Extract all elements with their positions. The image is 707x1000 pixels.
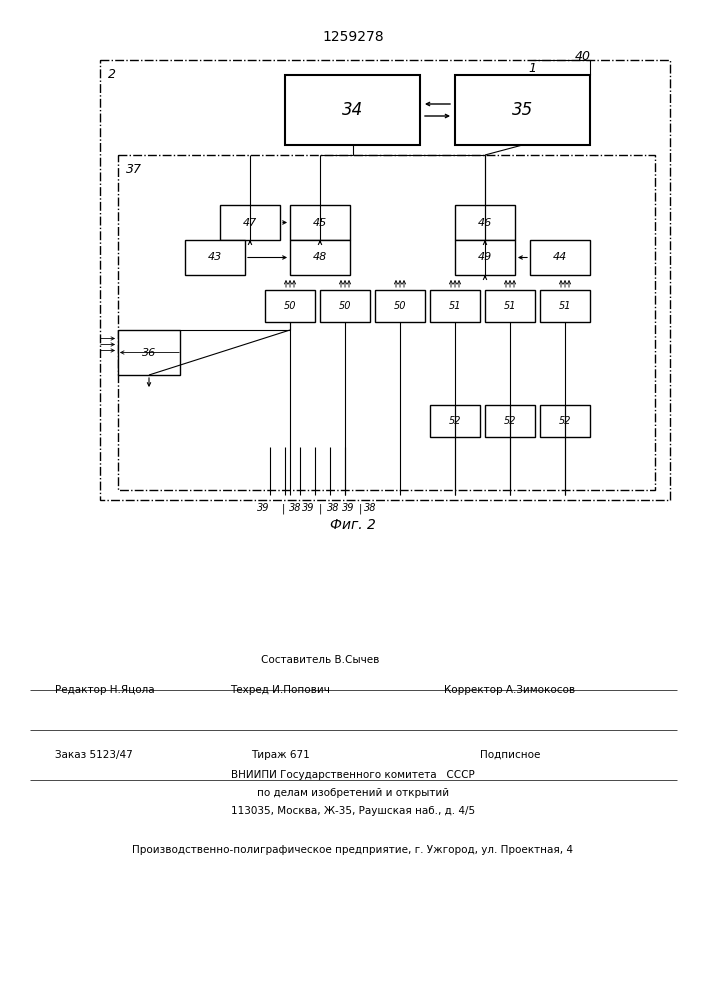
Text: 46: 46 [478, 218, 492, 228]
Bar [485, 290, 535, 322]
Bar [265, 290, 315, 322]
Text: по делам изобретений и открытий: по делам изобретений и открытий [257, 788, 449, 798]
Text: 49: 49 [478, 252, 492, 262]
Bar [118, 155, 655, 490]
Bar [430, 405, 480, 437]
Text: 113035, Москва, Ж-35, Раушская наб., д. 4/5: 113035, Москва, Ж-35, Раушская наб., д. … [231, 806, 475, 816]
Bar [285, 75, 420, 145]
Text: 40: 40 [575, 50, 591, 63]
Text: |: | [358, 503, 361, 514]
Text: 37: 37 [126, 163, 142, 176]
Bar [455, 240, 515, 275]
Text: 48: 48 [313, 252, 327, 262]
Text: 34: 34 [342, 101, 363, 119]
Text: 36: 36 [142, 348, 156, 358]
Text: 39: 39 [302, 503, 314, 513]
Text: 39: 39 [257, 503, 269, 513]
Text: 38: 38 [327, 503, 339, 513]
Text: Фиг. 2: Фиг. 2 [330, 518, 376, 532]
Text: Техред И.Попович: Техред И.Попович [230, 685, 330, 695]
Bar [290, 240, 350, 275]
Bar [540, 405, 590, 437]
Text: 1: 1 [528, 62, 536, 75]
Text: Тираж 671: Тираж 671 [250, 750, 310, 760]
Bar [185, 240, 245, 275]
Text: 35: 35 [512, 101, 533, 119]
Bar [540, 290, 590, 322]
Text: Производственно-полиграфическое предприятие, г. Ужгород, ул. Проектная, 4: Производственно-полиграфическое предприя… [132, 845, 573, 855]
Text: Заказ 5123/47: Заказ 5123/47 [55, 750, 133, 760]
Text: 38: 38 [288, 503, 301, 513]
Text: ВНИИПИ Государственного комитета   СССР: ВНИИПИ Государственного комитета СССР [231, 770, 475, 780]
Text: 52: 52 [559, 416, 571, 426]
Bar [455, 75, 590, 145]
Text: Редактор Н.Яцола: Редактор Н.Яцола [55, 685, 155, 695]
Bar [485, 405, 535, 437]
Bar [220, 205, 280, 240]
Text: 45: 45 [313, 218, 327, 228]
Text: Корректор А.Зимокосов: Корректор А.Зимокосов [445, 685, 575, 695]
Text: 44: 44 [553, 252, 567, 262]
Bar [455, 205, 515, 240]
Text: 50: 50 [284, 301, 296, 311]
Text: 51: 51 [504, 301, 516, 311]
Text: Составитель В.Сычев: Составитель В.Сычев [261, 655, 379, 665]
Bar [375, 290, 425, 322]
Bar [100, 60, 670, 500]
Text: 2: 2 [108, 68, 116, 81]
Text: Подписное: Подписное [480, 750, 540, 760]
Bar [320, 290, 370, 322]
Text: 47: 47 [243, 218, 257, 228]
Text: 51: 51 [559, 301, 571, 311]
Text: 38: 38 [363, 503, 376, 513]
Bar [530, 240, 590, 275]
Text: 1259278: 1259278 [322, 30, 384, 44]
Text: 51: 51 [449, 301, 461, 311]
Text: 52: 52 [449, 416, 461, 426]
Text: |: | [281, 503, 285, 514]
Text: 50: 50 [339, 301, 351, 311]
Text: 52: 52 [504, 416, 516, 426]
Text: 43: 43 [208, 252, 222, 262]
Text: 50: 50 [394, 301, 407, 311]
Text: |: | [318, 503, 322, 514]
Bar [430, 290, 480, 322]
Bar [290, 205, 350, 240]
Text: 39: 39 [341, 503, 354, 513]
Bar [118, 330, 180, 375]
